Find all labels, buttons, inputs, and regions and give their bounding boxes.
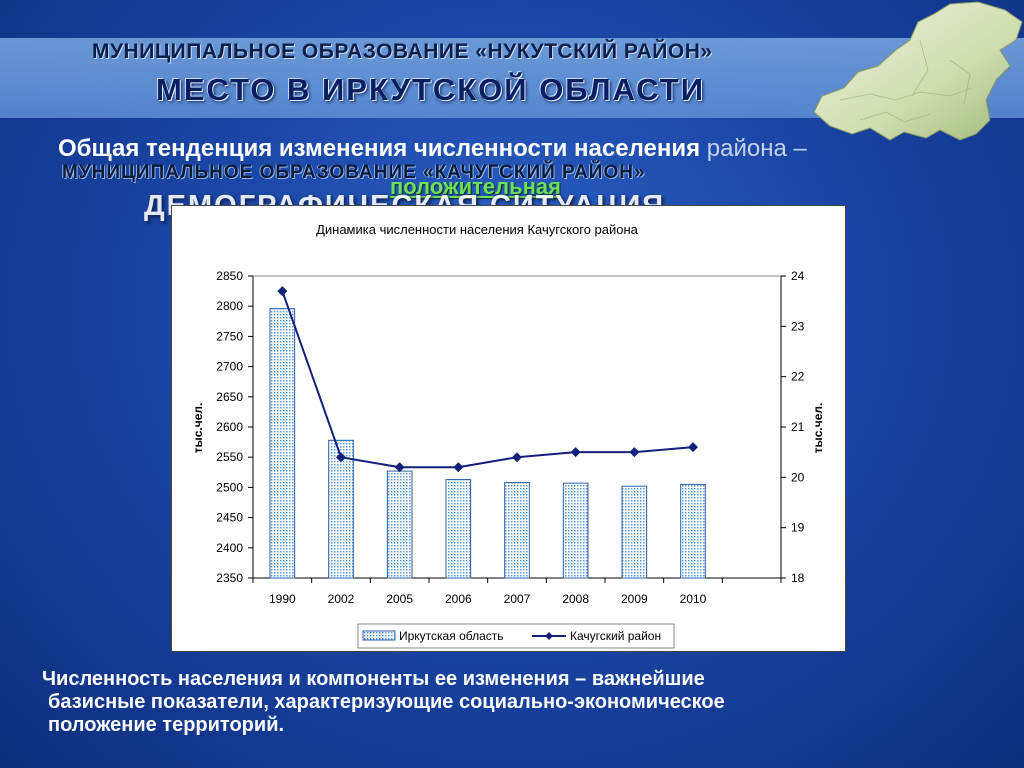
footer-note-line3: положение территорий. bbox=[48, 714, 285, 736]
footer-note-line2: базисные показатели, характеризующие соц… bbox=[48, 691, 725, 713]
x-axis-tick-label: 2002 bbox=[328, 592, 355, 606]
left-axis-tick-label: 2800 bbox=[216, 299, 243, 313]
x-axis-tick-label: 2008 bbox=[562, 592, 589, 606]
legend-line-label: Качугский район bbox=[570, 629, 661, 643]
bar-2008 bbox=[562, 482, 589, 579]
x-axis-tick-label: 2010 bbox=[680, 592, 707, 606]
footer-note: Численность населения и компоненты ее из… bbox=[42, 668, 1002, 737]
legend-bar-label: Иркутская область bbox=[399, 629, 504, 643]
right-axis-tick-label: 22 bbox=[791, 370, 805, 384]
bar-2002 bbox=[328, 439, 354, 579]
right-axis-tick-label: 19 bbox=[791, 521, 805, 535]
x-axis: 1990 2002 2005 2006 2007 2008 2009 2010 bbox=[252, 577, 782, 606]
left-axis: 2350 2400 2450 2500 2550 2600 2650 2700 2750 2800… bbox=[216, 269, 254, 585]
right-axis-tick-label: 24 bbox=[791, 269, 805, 283]
x-axis-tick-label: 2006 bbox=[445, 592, 472, 606]
trend-accent: положительная bbox=[390, 174, 562, 199]
legend-box bbox=[357, 623, 675, 649]
bar-2005 bbox=[386, 470, 413, 579]
header-subtitle: МЕСТО В ИРКУТСКОЙ ОБЛАСТИ bbox=[156, 72, 706, 107]
line-series bbox=[277, 286, 698, 473]
right-axis-tick-label: 18 bbox=[791, 571, 805, 585]
right-axis-tick-label: 21 bbox=[791, 420, 805, 434]
left-axis-tick-label: 2750 bbox=[216, 329, 243, 343]
line-point-2009 bbox=[629, 447, 640, 458]
left-axis-tick-label: 2500 bbox=[216, 480, 243, 494]
right-axis: 18 19 20 21 22 23 24 bbox=[780, 269, 805, 585]
trend-statement: Общая тенденция изменения численности на… bbox=[58, 135, 807, 163]
bar-series bbox=[269, 308, 706, 579]
overlay-title: МУНИЦИПАЛЬНОЕ ОБРАЗОВАНИЕ «КАЧУГСКИЙ РАЙ… bbox=[62, 162, 646, 183]
line-point-2002 bbox=[336, 452, 346, 463]
right-axis-tick-label: 23 bbox=[791, 319, 805, 333]
x-axis-tick-label: 2005 bbox=[386, 592, 413, 606]
left-axis-tick-label: 2600 bbox=[216, 420, 243, 434]
bar-1990 bbox=[269, 308, 296, 579]
line-point-2010 bbox=[688, 442, 698, 453]
left-axis-tick-label: 2650 bbox=[216, 390, 243, 404]
left-axis-tick-label: 2850 bbox=[216, 269, 243, 283]
left-axis-tick-label: 2350 bbox=[216, 571, 243, 585]
legend-bar-swatch bbox=[362, 630, 396, 641]
right-axis-tick-label: 20 bbox=[791, 470, 805, 484]
header-title: МУНИЦИПАЛЬНОЕ ОБРАЗОВАНИЕ «НУКУТСКИЙ РАЙ… bbox=[92, 40, 713, 63]
population-chart: Динамика численности населения Качугског… bbox=[171, 205, 846, 652]
line-point-2006 bbox=[453, 462, 464, 473]
left-axis-tick-label: 2550 bbox=[216, 450, 243, 464]
legend-line-marker bbox=[545, 632, 553, 640]
line-point-2008 bbox=[570, 447, 581, 458]
region-map-image bbox=[813, 1, 1023, 141]
y-right-label: тыс.чел. bbox=[811, 403, 825, 454]
y-left-label: тыс.чел. bbox=[191, 403, 205, 454]
bar-2007 bbox=[504, 482, 530, 579]
x-axis-tick-label: 2007 bbox=[504, 592, 531, 606]
chart-svg: Динамика численности населения Качугског… bbox=[191, 222, 825, 649]
bar-2010 bbox=[680, 483, 706, 579]
footer-note-line1: Численность населения и компоненты ее из… bbox=[42, 668, 705, 690]
legend: Иркутская область Качугский район bbox=[357, 623, 675, 649]
bar-2009 bbox=[621, 485, 648, 579]
line-path bbox=[281, 290, 694, 469]
bar-2006 bbox=[445, 479, 472, 579]
x-axis-tick-label: 2009 bbox=[621, 592, 648, 606]
line-point-1990 bbox=[277, 286, 288, 297]
line-point-2007 bbox=[512, 452, 522, 463]
trend-statement-bold: Общая тенденция изменения численности на… bbox=[58, 135, 701, 162]
line-point-2005 bbox=[394, 462, 405, 473]
left-axis-tick-label: 2400 bbox=[216, 541, 243, 555]
left-axis-tick-label: 2450 bbox=[216, 511, 243, 525]
chart-title: Динамика численности населения Качугског… bbox=[316, 222, 639, 237]
trend-statement-tail: района – bbox=[700, 135, 807, 162]
left-axis-tick-label: 2700 bbox=[216, 360, 243, 374]
x-axis-tick-label: 1990 bbox=[269, 592, 296, 606]
